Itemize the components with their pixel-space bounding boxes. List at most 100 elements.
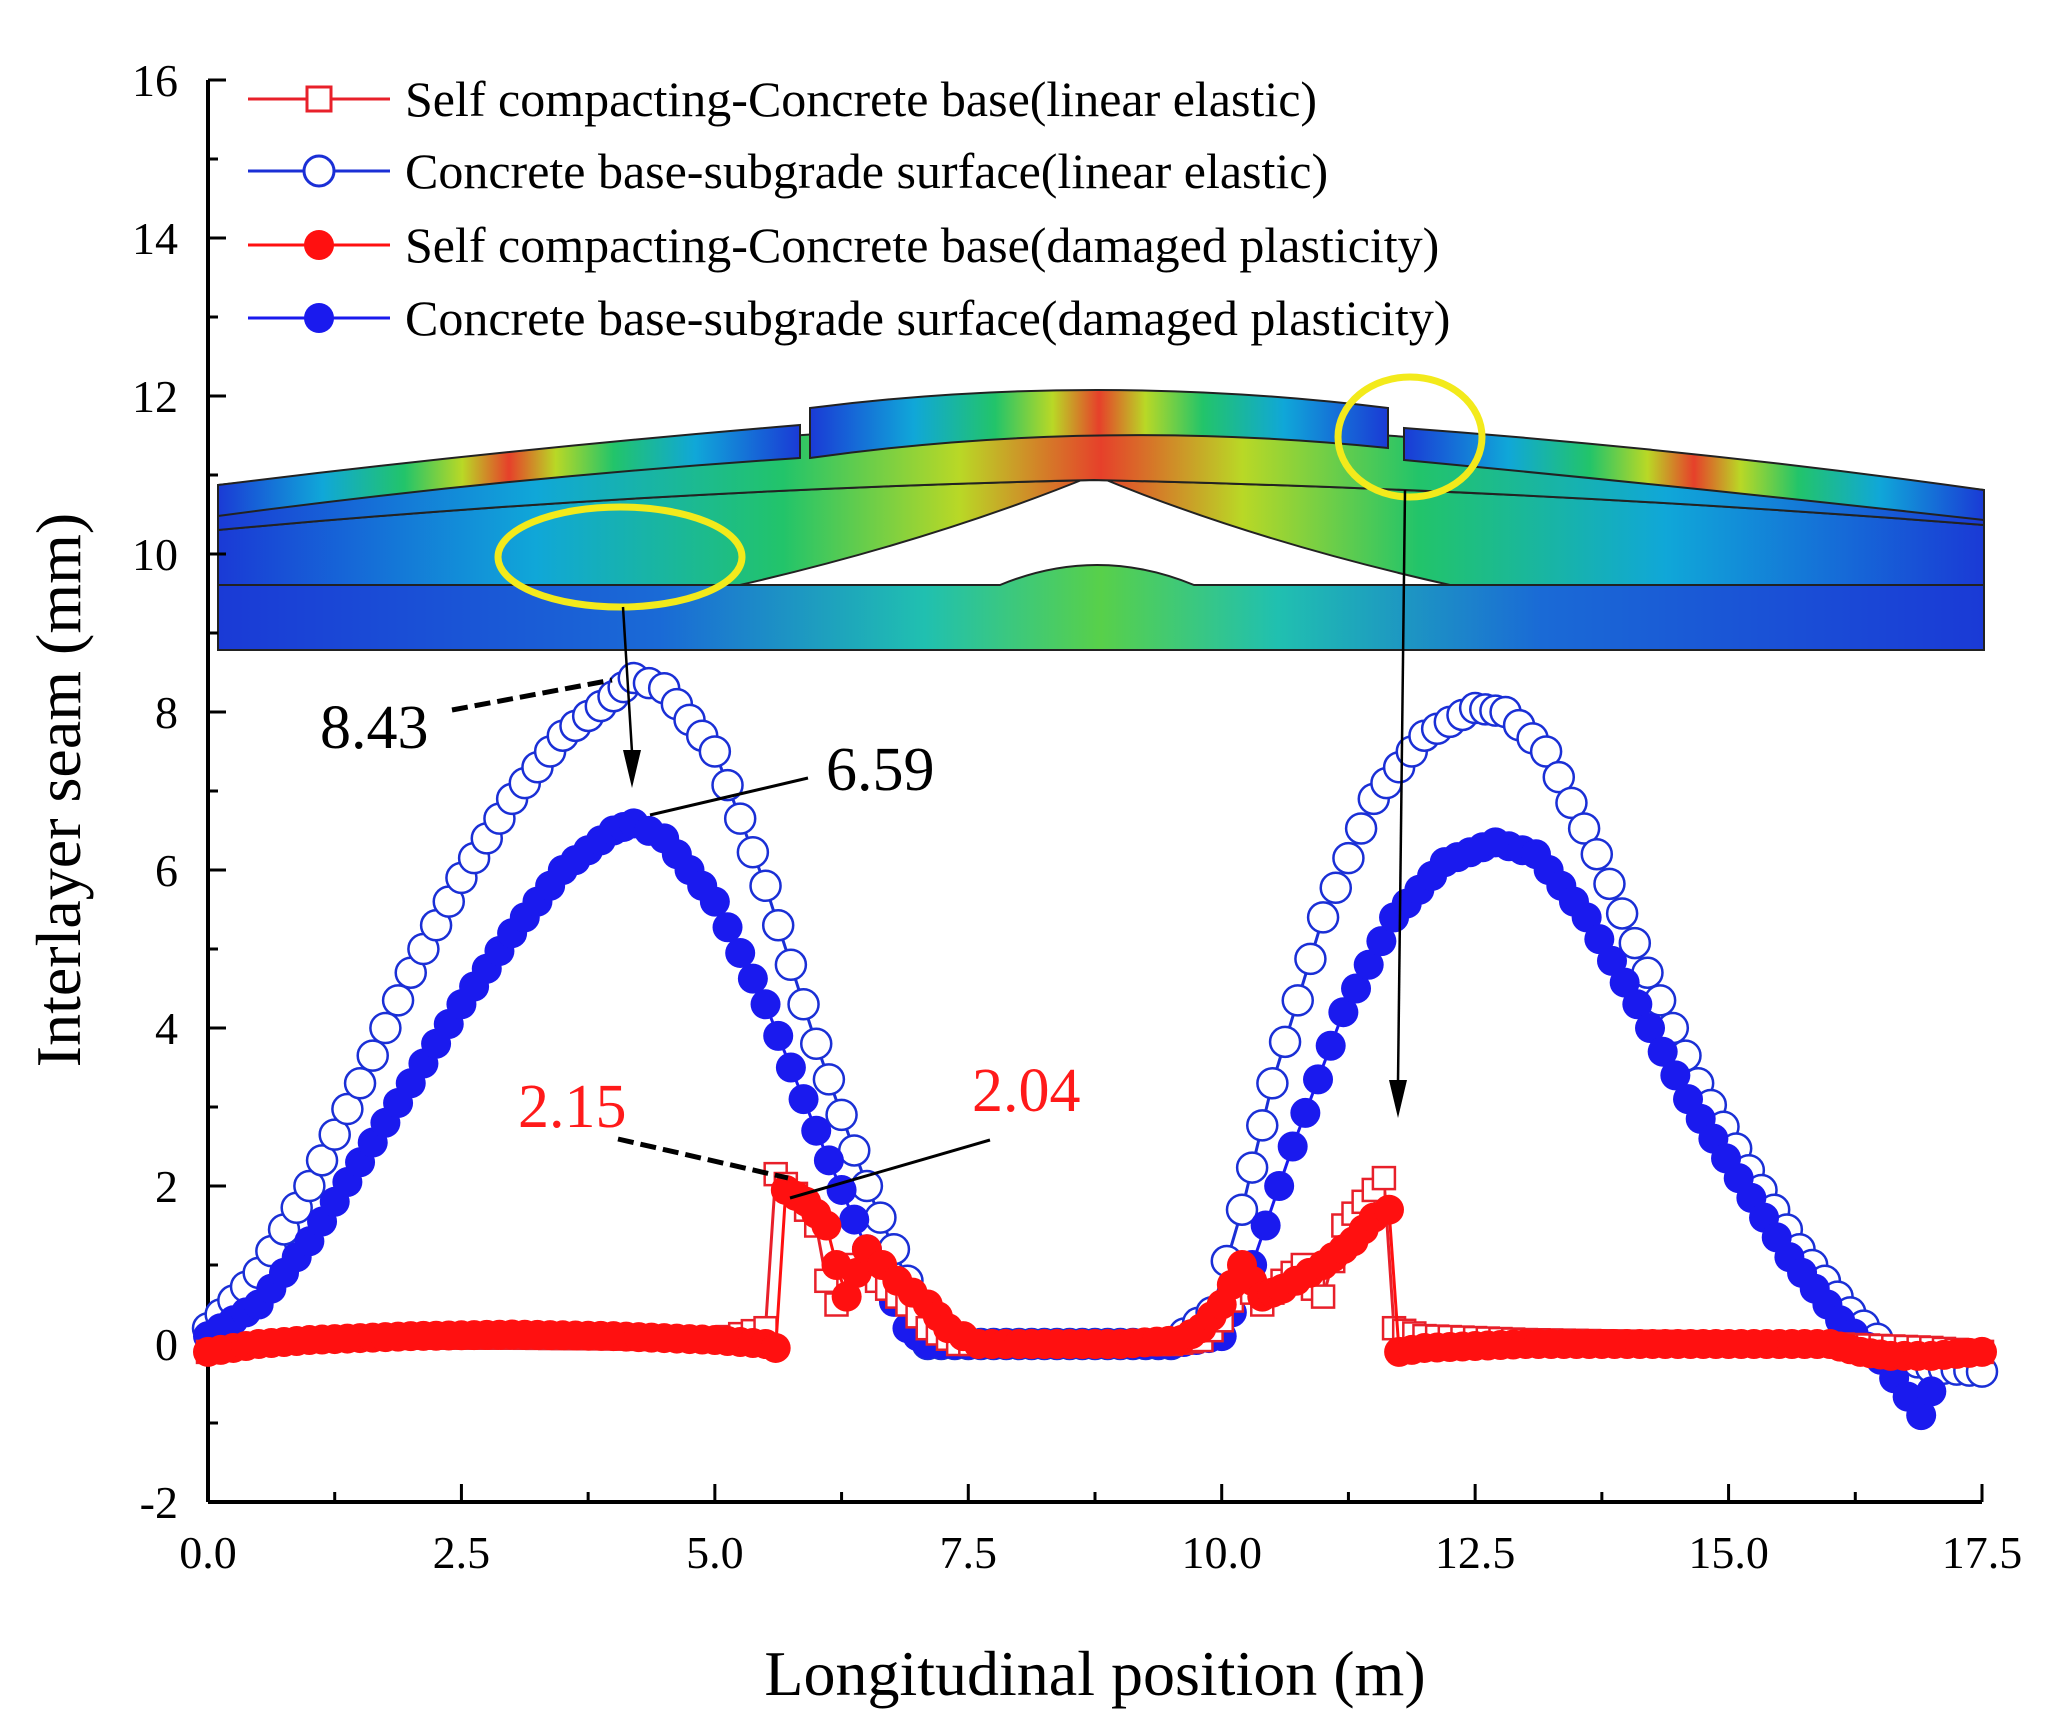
data-point: [1647, 1036, 1678, 1067]
data-point: [1366, 926, 1397, 957]
y-tick-label: 2: [155, 1161, 178, 1212]
data-point: [1635, 1013, 1666, 1043]
legend-label-4: Concrete base-subgrade surface(damaged p…: [405, 290, 1450, 346]
data-point: [813, 1145, 844, 1176]
data-point: [1571, 902, 1602, 933]
annotation-8-43: 8.43: [320, 694, 429, 762]
data-point: [1584, 924, 1615, 955]
data-point: [1332, 841, 1365, 875]
annotation-leader-6-59: [649, 776, 809, 817]
inset-track-slab-right: [1403, 426, 1985, 522]
annotations: 8.43 6.59 2.15 2.04: [320, 489, 1407, 1200]
legend-label-1: Self compacting-Concrete base(linear ela…: [405, 71, 1317, 127]
x-ticks: 0.0 2.5 5.0 7.5 10.0 12.5 15.0 17.5: [179, 1484, 2022, 1578]
data-point: [1315, 1030, 1346, 1061]
data-point: [381, 984, 415, 1017]
data-point: [1542, 760, 1576, 794]
data-point: [1281, 984, 1314, 1017]
arrow-left-shaft: [621, 606, 634, 753]
data-point: [1371, 1165, 1397, 1191]
data-point: [725, 937, 756, 968]
data-point: [737, 963, 768, 994]
annotation-2-04: 2.04: [972, 1057, 1081, 1125]
data-point: [826, 1174, 857, 1205]
data-point: [699, 886, 730, 917]
data-point: [1344, 812, 1378, 845]
data-point: [1250, 1210, 1281, 1241]
data-point: [711, 768, 744, 802]
arrow-left-head: [623, 750, 641, 788]
data-point: [331, 1092, 364, 1126]
data-point: [305, 1144, 339, 1177]
x-tick-label: 0.0: [179, 1527, 237, 1578]
legend-entry-1: Self compacting-Concrete base(linear ela…: [248, 71, 1317, 127]
highlight-ellipse-left: [494, 503, 746, 611]
data-point: [1268, 1025, 1302, 1059]
data-point: [1618, 926, 1652, 960]
data-point: [369, 1011, 402, 1045]
series-line: [206, 676, 1983, 1374]
annotation-leader-8-43: [451, 677, 613, 713]
annotation-6-59: 6.59: [826, 736, 935, 804]
y-tick-label: 0: [155, 1319, 178, 1370]
data-point: [763, 1020, 794, 1051]
x-tick-label: 10.0: [1181, 1527, 1262, 1578]
data-point: [1529, 735, 1563, 768]
data-point: [1306, 901, 1340, 934]
data-point: [825, 1098, 858, 1132]
data-point: [343, 1067, 377, 1100]
data-point: [1967, 1336, 1997, 1367]
data-point: [1303, 1064, 1334, 1095]
data-point: [1341, 973, 1372, 1004]
data-point: [760, 1332, 791, 1363]
data-point: [1294, 942, 1327, 976]
y-tick-label: 14: [132, 213, 178, 264]
legend-entry-4: Concrete base-subgrade surface(damaged p…: [248, 290, 1450, 346]
data-point: [1225, 1193, 1259, 1226]
data-point: [318, 1118, 351, 1151]
y-ticks: -2 0 2 4 6 8 10 12 14 16: [132, 55, 226, 1528]
x-tick-label: 15.0: [1688, 1527, 1769, 1578]
data-point: [1906, 1400, 1937, 1431]
y-tick-label: 8: [155, 687, 178, 738]
data-point: [1277, 1131, 1308, 1162]
data-point: [864, 1201, 897, 1234]
legend-entry-2: Concrete base-subgrade surface(linear el…: [248, 143, 1328, 199]
data-point: [812, 1063, 846, 1096]
y-tick-label: 4: [155, 1003, 178, 1054]
annotation-leader-2-04: [789, 1138, 991, 1200]
y-tick-label: 16: [132, 55, 178, 106]
data-point: [698, 735, 732, 768]
x-axis-title: Longitudinal position (m): [764, 1638, 1425, 1709]
data-point: [712, 912, 743, 943]
data-point: [356, 1039, 389, 1072]
highlight-ellipse-right: [1334, 373, 1486, 501]
data-point: [841, 1257, 872, 1288]
data-point: [1555, 786, 1588, 820]
y-tick-label: 12: [132, 371, 178, 422]
data-point: [1353, 949, 1384, 980]
data-point: [1609, 967, 1640, 998]
data-point: [1310, 1284, 1336, 1309]
data-point: [1916, 1376, 1947, 1407]
series-layer: [191, 661, 1999, 1431]
data-point: [799, 1027, 833, 1061]
annotation-leader-2-15: [617, 1136, 789, 1181]
y-tick-label: -2: [140, 1477, 178, 1528]
series-3: [193, 1174, 1997, 1371]
y-axis-title: Interlayer seam (mm): [23, 513, 94, 1067]
data-point: [1264, 1171, 1295, 1201]
data-point: [761, 909, 795, 942]
legend: Self compacting-Concrete base(linear ela…: [248, 71, 1450, 346]
inset-contour-image: [217, 373, 1985, 651]
data-point: [749, 869, 782, 903]
x-tick-label: 7.5: [940, 1527, 998, 1578]
inset-track-slab-center: [809, 389, 1389, 460]
y-tick-label: 10: [132, 529, 178, 580]
data-point: [1593, 867, 1626, 901]
data-point: [293, 1169, 326, 1203]
data-point: [801, 1115, 832, 1146]
data-point: [736, 835, 770, 869]
data-point: [1596, 945, 1627, 976]
